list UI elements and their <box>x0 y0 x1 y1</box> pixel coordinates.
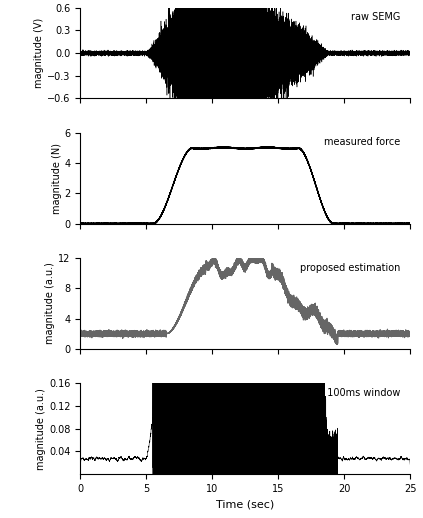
Text: measured force: measured force <box>324 137 401 148</box>
Text: MAV with 100ms window: MAV with 100ms window <box>279 388 401 398</box>
Y-axis label: magnitude (a.u.): magnitude (a.u.) <box>46 263 55 344</box>
Y-axis label: magnitude (N): magnitude (N) <box>52 143 62 214</box>
Y-axis label: magnitude (a.u.): magnitude (a.u.) <box>36 387 47 469</box>
X-axis label: Time (sec): Time (sec) <box>216 499 275 509</box>
Y-axis label: magnitude (V): magnitude (V) <box>35 18 44 88</box>
Text: raw SEMG: raw SEMG <box>351 12 401 22</box>
Text: proposed estimation: proposed estimation <box>300 263 401 272</box>
